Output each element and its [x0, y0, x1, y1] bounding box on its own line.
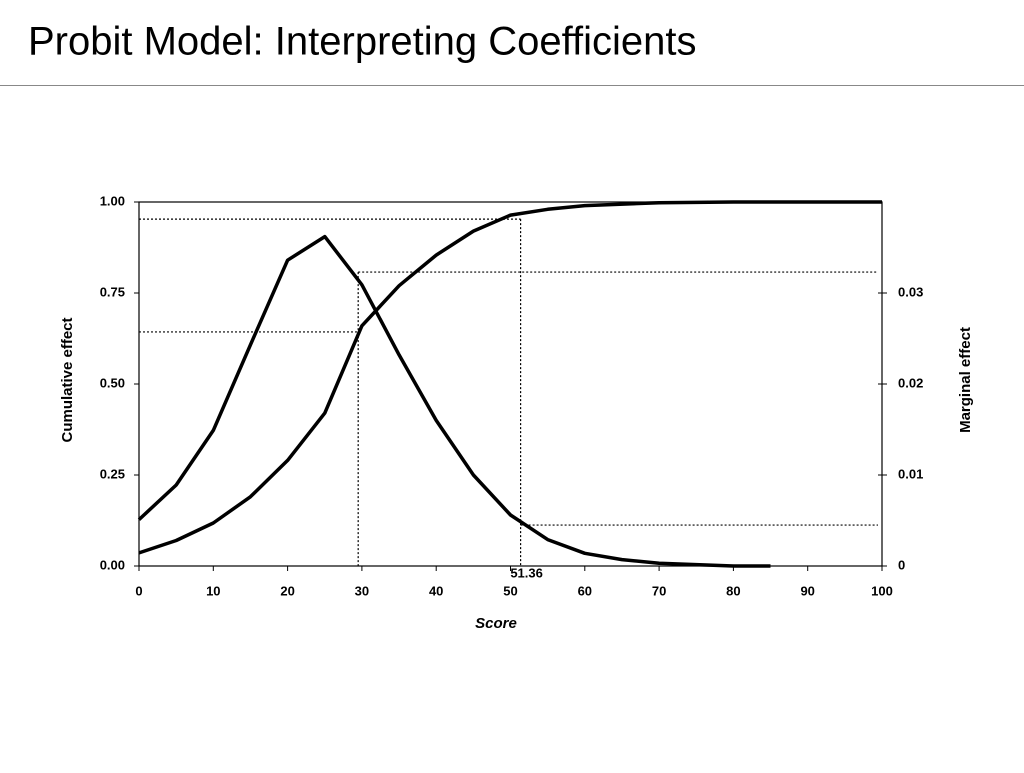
x-tick-label: 90	[800, 583, 814, 598]
y2-tick-label: 0.03	[898, 284, 923, 299]
x-tick-label: 50	[503, 583, 517, 598]
x-tick-label: 40	[429, 583, 443, 598]
x-tick-label: 20	[280, 583, 294, 598]
x-tick-label: 10	[206, 583, 220, 598]
y-tick-label: 0.75	[100, 284, 125, 299]
ref-label: 51.36	[510, 565, 543, 580]
y-axis-label: Cumulative effect	[59, 317, 76, 442]
x-tick-label: 60	[578, 583, 592, 598]
curve	[137, 234, 771, 568]
y2-axis-label: Marginal effect	[957, 327, 974, 433]
curve	[138, 200, 882, 555]
y2-tick-label: 0	[898, 557, 905, 572]
x-tick-label: 0	[135, 583, 142, 598]
x-tick-label: 80	[726, 583, 740, 598]
y2-tick-label: 0.01	[898, 466, 923, 481]
y-tick-label: 0.00	[100, 557, 125, 572]
slide-title: Probit Model: Interpreting Coefficients	[28, 20, 697, 64]
x-tick-label: 30	[355, 583, 369, 598]
x-tick-label: 70	[652, 583, 666, 598]
y2-tick-label: 0.02	[898, 375, 923, 390]
y-tick-label: 1.00	[100, 193, 125, 208]
plot-frame	[138, 201, 883, 567]
x-axis-label: Score	[475, 615, 517, 632]
y-tick-label: 0.50	[100, 375, 125, 390]
y-tick-label: 0.25	[100, 466, 125, 481]
x-tick-label: 100	[871, 583, 893, 598]
